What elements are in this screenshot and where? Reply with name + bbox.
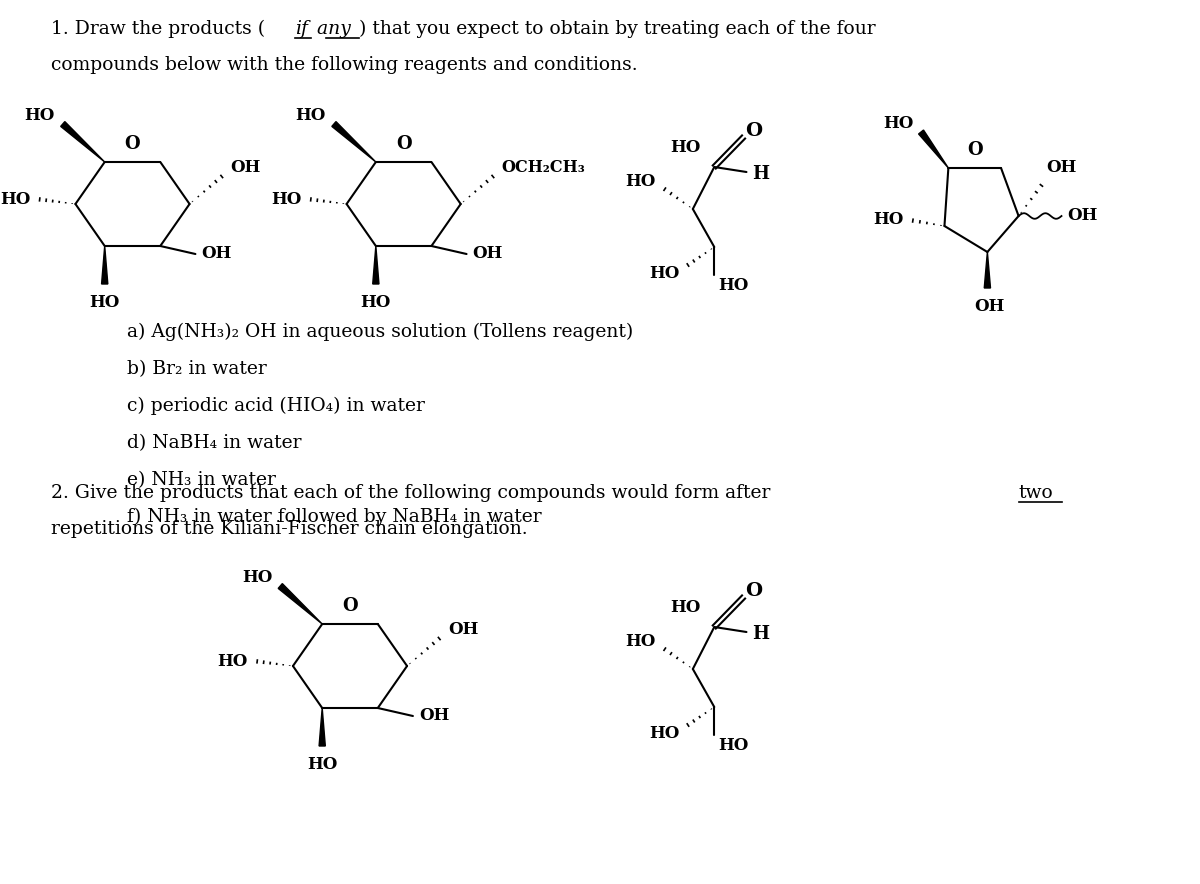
- Text: HO: HO: [0, 190, 30, 208]
- Text: c) periodic acid (HIO₄) in water: c) periodic acid (HIO₄) in water: [127, 397, 425, 415]
- Text: b) Br₂ in water: b) Br₂ in water: [127, 360, 266, 378]
- Text: HO: HO: [649, 725, 679, 742]
- Text: two: two: [1019, 484, 1054, 502]
- Text: OH: OH: [1067, 208, 1098, 225]
- Text: OH: OH: [473, 246, 503, 263]
- Text: HO: HO: [671, 139, 701, 156]
- Text: HO: HO: [883, 116, 913, 133]
- Text: OH: OH: [1046, 159, 1076, 176]
- Text: repetitions of the Kiliani-Fischer chain elongation.: repetitions of the Kiliani-Fischer chain…: [52, 520, 528, 538]
- Text: HO: HO: [671, 598, 701, 615]
- Text: O: O: [342, 597, 358, 615]
- Text: HO: HO: [361, 294, 391, 311]
- Text: HO: HO: [217, 652, 248, 669]
- Text: HO: HO: [90, 294, 120, 311]
- Text: f) NH₃ in water followed by NaBH₄ in water: f) NH₃ in water followed by NaBH₄ in wat…: [127, 508, 541, 526]
- Text: OH: OH: [419, 707, 449, 725]
- Text: HO: HO: [271, 190, 301, 208]
- Text: OH: OH: [230, 159, 260, 177]
- Text: HO: HO: [625, 172, 655, 189]
- Text: HO: HO: [718, 277, 749, 293]
- Text: H: H: [752, 165, 769, 183]
- Text: HO: HO: [307, 756, 337, 773]
- Text: OH: OH: [448, 621, 479, 638]
- Polygon shape: [984, 252, 990, 288]
- Text: e) NH₃ in water: e) NH₃ in water: [127, 471, 276, 489]
- Text: compounds below with the following reagents and conditions.: compounds below with the following reage…: [52, 56, 637, 74]
- Polygon shape: [102, 246, 108, 284]
- Text: 2. Give the products that each of the following compounds would form after: 2. Give the products that each of the fo…: [52, 484, 776, 502]
- Text: HO: HO: [24, 108, 55, 125]
- Text: ) that you expect to obtain by treating each of the four: ) that you expect to obtain by treating …: [359, 19, 876, 38]
- Text: OH: OH: [202, 246, 232, 263]
- Polygon shape: [332, 122, 376, 162]
- Text: O: O: [125, 135, 140, 153]
- Polygon shape: [373, 246, 379, 284]
- Text: 1. Draw the products (: 1. Draw the products (: [52, 19, 265, 38]
- Text: O: O: [967, 141, 983, 159]
- Text: HO: HO: [718, 736, 749, 753]
- Text: HO: HO: [242, 569, 272, 586]
- Text: OH: OH: [974, 298, 1004, 315]
- Polygon shape: [278, 583, 322, 624]
- Polygon shape: [918, 130, 948, 168]
- Polygon shape: [319, 708, 325, 746]
- Text: OCH₂CH₃: OCH₂CH₃: [502, 159, 586, 177]
- Text: O: O: [396, 135, 412, 153]
- Text: HO: HO: [874, 211, 904, 228]
- Text: HO: HO: [295, 108, 326, 125]
- Text: HO: HO: [649, 264, 679, 281]
- Text: d) NaBH₄ in water: d) NaBH₄ in water: [127, 434, 301, 452]
- Text: H: H: [752, 625, 769, 643]
- Text: O: O: [745, 122, 763, 140]
- Text: O: O: [745, 582, 763, 600]
- Polygon shape: [61, 122, 104, 162]
- Text: HO: HO: [625, 632, 655, 650]
- Text: if: if: [295, 20, 308, 38]
- Text: any: any: [312, 20, 352, 38]
- Text: a) Ag(NH₃)₂ OH in aqueous solution (Tollens reagent): a) Ag(NH₃)₂ OH in aqueous solution (Toll…: [127, 323, 634, 341]
